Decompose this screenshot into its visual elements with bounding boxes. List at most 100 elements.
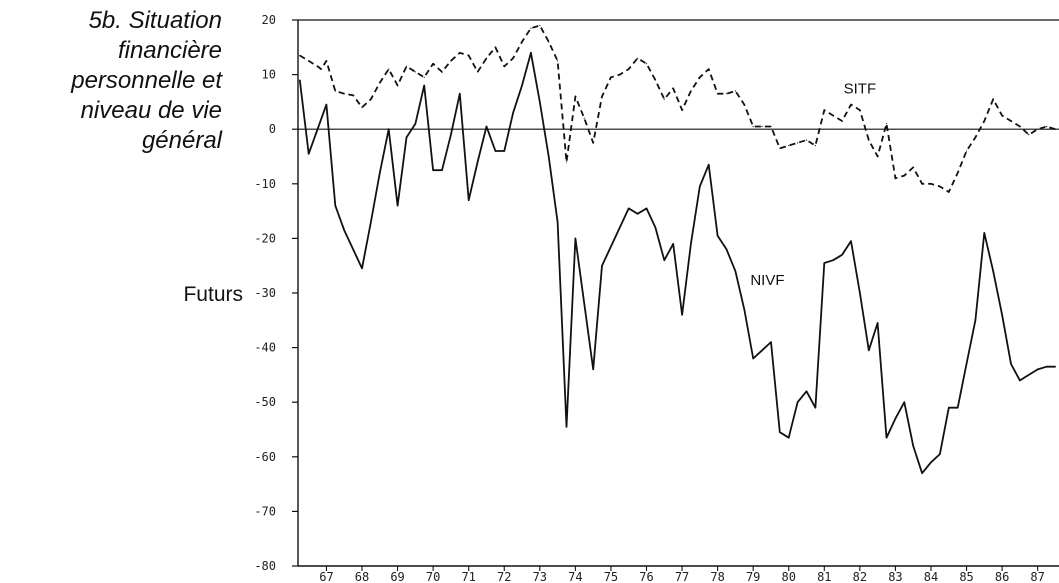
data-point-sitf — [743, 104, 745, 106]
data-point-nivf — [530, 52, 532, 54]
data-point-nivf — [308, 153, 310, 155]
data-point-nivf — [681, 314, 683, 316]
data-point-nivf — [850, 240, 852, 242]
title-line: niveau de vie — [81, 97, 222, 124]
y-tick-label: -50 — [254, 395, 276, 409]
title-line: personnelle et — [70, 67, 223, 94]
data-point-nivf — [432, 169, 434, 171]
x-axis-ticks: 67 68 69 70 71 72 73 74 75 76 77 78 79 80 81 82 83 84 85 86… — [319, 566, 1045, 583]
data-point-nivf — [1045, 366, 1048, 368]
data-point-sitf — [521, 41, 523, 43]
data-point-sitf — [379, 82, 381, 84]
data-point-sitf — [974, 136, 977, 138]
data-point-sitf — [583, 117, 585, 119]
data-point-nivf — [423, 84, 425, 87]
series-line-sitf — [299, 24, 1056, 193]
data-point-nivf — [752, 357, 754, 360]
data-point-sitf — [930, 183, 932, 185]
data-point-nivf — [459, 93, 461, 95]
data-point-nivf — [725, 248, 728, 250]
y-axis-label: Futurs — [183, 283, 243, 306]
data-point-sitf — [334, 90, 336, 92]
data-point-sitf — [805, 139, 808, 141]
data-point-nivf — [974, 319, 977, 321]
data-point-sitf — [850, 104, 852, 106]
x-tick-label: 73 — [533, 570, 547, 583]
data-point-sitf — [663, 98, 665, 100]
y-axis-ticks: 20 10 0 -10 -20 -30 -40 -50 -60 -70 -80 — [254, 13, 298, 573]
data-point-nivf — [405, 136, 408, 138]
data-point-sitf — [1054, 128, 1057, 130]
data-point-sitf — [432, 63, 434, 65]
y-tick-label: 10 — [262, 68, 276, 82]
title-line: financière — [118, 37, 222, 64]
x-tick-label: 70 — [426, 570, 440, 583]
data-point-sitf — [556, 60, 559, 62]
data-point-sitf — [316, 65, 319, 68]
data-point-sitf — [841, 120, 843, 122]
data-point-sitf — [396, 84, 399, 87]
data-point-sitf — [832, 114, 834, 117]
data-point-nivf — [1028, 374, 1030, 376]
data-point-sitf — [708, 68, 710, 70]
data-point-sitf — [859, 109, 861, 111]
data-point-nivf — [921, 472, 923, 474]
data-point-nivf — [957, 407, 959, 409]
data-point-nivf — [370, 221, 372, 223]
data-point-sitf — [770, 125, 772, 128]
y-tick-label: 20 — [262, 13, 276, 27]
data-point-sitf — [912, 166, 914, 169]
data-point-nivf — [361, 267, 363, 270]
data-point-nivf — [734, 270, 736, 272]
data-point-nivf — [503, 150, 505, 152]
x-tick-label: 86 — [995, 570, 1009, 583]
y-tick-label: -60 — [254, 450, 276, 464]
data-point-nivf — [654, 226, 656, 229]
data-point-nivf — [1010, 363, 1012, 365]
data-point-nivf — [556, 221, 559, 223]
data-point-nivf — [601, 265, 603, 267]
data-point-sitf — [948, 191, 950, 193]
data-point-sitf — [814, 144, 817, 147]
x-tick-label: 80 — [782, 570, 796, 583]
data-point-sitf — [699, 76, 701, 78]
data-point-sitf — [601, 95, 603, 98]
data-point-sitf — [539, 24, 541, 27]
data-point-sitf — [1010, 120, 1012, 122]
x-tick-label: 87 — [1030, 570, 1044, 583]
data-point-nivf — [788, 437, 790, 439]
data-point-sitf — [983, 120, 985, 122]
data-point-nivf — [805, 390, 808, 392]
data-point-sitf — [592, 142, 594, 144]
x-tick-label: 82 — [853, 570, 867, 583]
y-tick-label: -70 — [254, 504, 276, 518]
data-point-sitf — [574, 95, 576, 98]
data-point-nivf — [877, 322, 879, 324]
x-tick-label: 69 — [390, 570, 404, 583]
data-point-nivf — [1037, 368, 1039, 371]
data-point-nivf — [797, 401, 799, 403]
data-point-nivf — [885, 437, 888, 439]
data-point-sitf — [320, 68, 322, 70]
x-tick-label: 75 — [604, 570, 618, 583]
data-point-nivf — [930, 461, 932, 463]
data-point-sitf — [690, 90, 692, 92]
data-point-nivf — [868, 349, 870, 351]
y-tick-label: -80 — [254, 559, 276, 573]
data-point-nivf — [770, 341, 772, 343]
data-point-sitf — [965, 150, 968, 152]
data-point-nivf — [743, 308, 745, 310]
data-point-nivf — [814, 407, 817, 409]
data-point-sitf — [1045, 125, 1048, 128]
data-point-nivf — [948, 407, 950, 409]
data-point-nivf — [548, 155, 550, 158]
data-point-sitf — [423, 76, 425, 78]
data-point-sitf — [1019, 125, 1021, 128]
data-point-sitf — [939, 185, 941, 188]
series-labels: SITF NIVF — [750, 81, 876, 289]
data-point-sitf — [957, 172, 959, 174]
data-point-nivf — [583, 303, 585, 305]
data-point-sitf — [450, 60, 452, 62]
data-point-sitf — [752, 125, 754, 128]
data-point-nivf — [690, 243, 692, 245]
